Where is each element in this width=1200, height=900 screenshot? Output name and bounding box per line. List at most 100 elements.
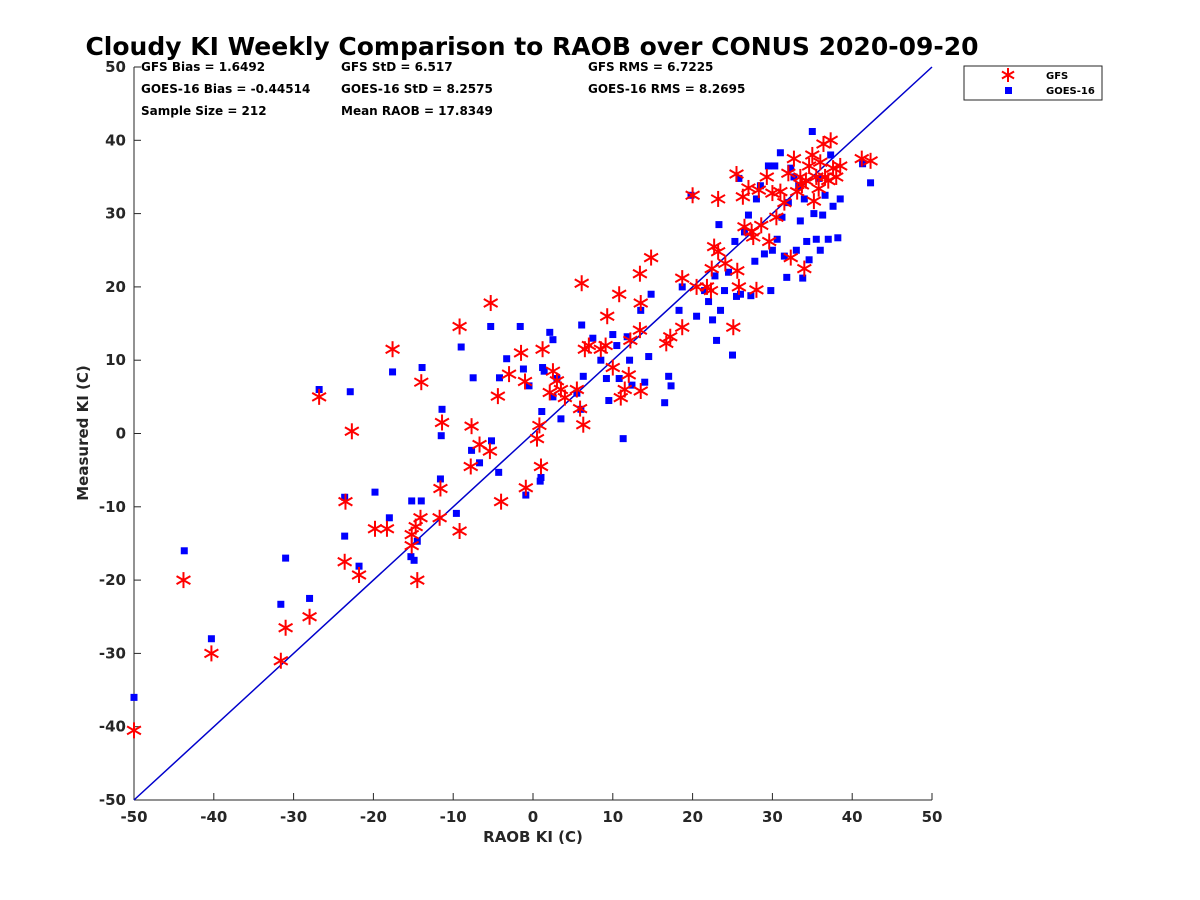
stat-mean-raob: Mean RAOB = 17.8349 [341, 104, 493, 118]
goes16-point [667, 382, 675, 390]
goes16-point [803, 237, 811, 245]
goes16-point [751, 257, 759, 265]
goes16-point [799, 274, 807, 282]
gfs-point [273, 652, 289, 669]
goes16-point [540, 367, 548, 375]
goes16-point [389, 368, 397, 376]
goes16-point [536, 477, 544, 485]
x-tick-label: 20 [682, 808, 703, 826]
goes16-point [207, 635, 215, 643]
legend-gfs-label: GFS [1046, 71, 1068, 82]
y-axis-label: Measured KI (C) [74, 365, 92, 501]
goes16-point [503, 355, 511, 363]
legend-gfs-marker [1001, 68, 1015, 82]
goes16-point [767, 287, 775, 295]
goes16-point [613, 342, 621, 350]
goes16-point [773, 235, 781, 243]
goes16-point [760, 250, 768, 258]
goes16-point [867, 179, 875, 187]
gfs-point [704, 260, 720, 277]
legend: GFS GOES-16 [963, 65, 1103, 101]
goes16-point [407, 553, 415, 561]
gfs-point [685, 187, 701, 204]
gfs-point [452, 318, 468, 335]
gfs-point [621, 366, 637, 383]
goes16-point [729, 351, 736, 359]
gfs-point [780, 165, 796, 182]
goes16-point [771, 162, 779, 170]
y-tick-label: 40 [105, 131, 126, 149]
legend-box [963, 65, 1103, 101]
gfs-point [598, 337, 614, 354]
goes16-point [736, 290, 744, 298]
gfs-point [632, 322, 648, 339]
x-tick-label: 30 [762, 808, 783, 826]
goes16-point [717, 306, 725, 314]
gfs-point [535, 341, 551, 358]
goes16-point [824, 235, 832, 243]
gfs-point [768, 209, 784, 226]
goes16-point [647, 290, 655, 298]
gfs-point [863, 152, 878, 169]
goes16-point [538, 408, 546, 416]
gfs-point [823, 132, 839, 149]
gfs-point [493, 493, 509, 510]
gfs-point [729, 262, 745, 279]
legend-gfs-asterisk [1001, 68, 1015, 82]
goes16-point [589, 334, 597, 342]
goes16-point [438, 405, 446, 413]
gfs-point [798, 172, 814, 189]
gfs-point [599, 308, 615, 325]
y-tick-label: -30 [99, 644, 126, 662]
gfs-point [643, 249, 659, 266]
y-tick-label: 20 [105, 278, 126, 296]
goes16-point [821, 191, 829, 199]
gfs-point [622, 332, 638, 349]
goes16-point [752, 195, 760, 203]
gfs-point [633, 295, 649, 312]
gfs-point [786, 150, 802, 167]
goes16-point [306, 594, 314, 602]
goes16-point [784, 199, 792, 207]
goes16-point [800, 195, 808, 203]
y-ticks: -50 -40 -30 -20 -10 0 10 20 30 40 50 [99, 58, 141, 809]
goes16-point [776, 149, 784, 157]
gfs-point [569, 381, 585, 398]
y-tick-label: 30 [105, 205, 126, 223]
gfs-point [710, 190, 726, 207]
chart-title: Cloudy KI Weekly Comparison to RAOB over… [85, 32, 978, 61]
gfs-point [413, 509, 428, 526]
gfs-point [703, 282, 719, 299]
x-tick-label: 0 [528, 808, 538, 826]
goes16-point [495, 468, 503, 476]
goes16-point [488, 437, 496, 445]
goes16-point [705, 298, 713, 306]
gfs-point [483, 295, 499, 312]
goes16-point [597, 356, 605, 364]
gfs-series [126, 132, 878, 739]
goes16-point [675, 306, 683, 314]
gfs-point [796, 260, 812, 277]
goes16-point [661, 399, 669, 407]
gfs-point [725, 319, 741, 336]
goes16-point [693, 312, 701, 320]
goes16-series [130, 128, 875, 701]
goes16-point [731, 237, 739, 245]
stat-gfs-rms: GFS RMS = 6.7225 [588, 60, 713, 74]
stat-sample-size: Sample Size = 212 [141, 104, 267, 118]
goes16-point [537, 473, 545, 481]
goes16-point [735, 174, 743, 182]
gfs-point [385, 341, 400, 358]
x-tick-label: -50 [120, 808, 147, 826]
goes16-point [805, 256, 813, 264]
goes16-point [468, 446, 476, 454]
goes16-point [783, 273, 791, 281]
goes16-point [408, 497, 416, 505]
goes16-point [709, 316, 717, 324]
goes16-point [469, 374, 477, 382]
goes16-point [756, 182, 764, 190]
gfs-point [776, 194, 792, 211]
goes16-point [623, 333, 631, 341]
gfs-point [501, 366, 517, 383]
gfs-point [632, 265, 648, 282]
